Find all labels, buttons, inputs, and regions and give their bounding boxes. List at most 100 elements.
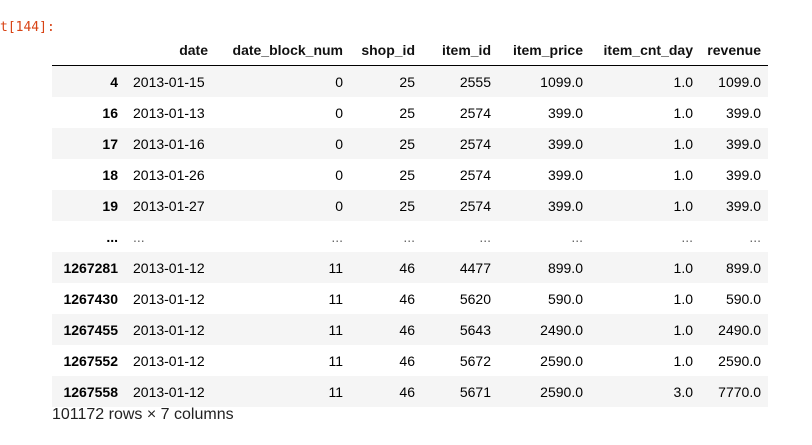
cell-item-id: 5672: [459, 352, 491, 369]
cell-item-id: 2574: [459, 135, 491, 152]
cell-item-price: 2590.0: [540, 383, 583, 400]
cell-date: 2013-01-12: [133, 259, 205, 276]
column-header-item-id: item_id: [422, 34, 498, 66]
cell-item-price: 2490.0: [540, 321, 583, 338]
cell-shop-id: 46: [399, 259, 415, 276]
row-index: 1267558: [63, 383, 118, 400]
cell-shop-id: ...: [403, 228, 415, 245]
row-index: 1267430: [63, 290, 118, 307]
table-row: 1267430 2013-01-12 11 46 5620 590.0 1.0 590.0: [52, 283, 768, 314]
cell-date-block-num: 11: [328, 259, 343, 276]
cell-shop-id: 25: [399, 104, 415, 121]
cell-item-price: ...: [571, 228, 583, 245]
cell-revenue: 2490.0: [718, 321, 761, 338]
table-row: 19 2013-01-27 0 25 2574 399.0 1.0 399.0: [52, 190, 768, 221]
cell-date: 2013-01-15: [133, 73, 205, 90]
cell-shop-id: 25: [399, 135, 415, 152]
column-header-date: date: [125, 34, 215, 66]
cell-output-area: date date_block_num shop_id item_id item…: [52, 34, 768, 407]
row-index: 19: [102, 197, 118, 214]
cell-date-block-num: 0: [335, 135, 343, 152]
cell-date: 2013-01-16: [133, 135, 205, 152]
table-row: 1267281 2013-01-12 11 46 4477 899.0 1.0 899.0: [52, 252, 768, 283]
cell-item-cnt-day: 1.0: [673, 259, 693, 276]
cell-item-price: 590.0: [547, 290, 583, 307]
row-index: 1267455: [63, 321, 118, 338]
table-row: 16 2013-01-13 0 25 2574 399.0 1.0 399.0: [52, 97, 768, 128]
cell-item-id: 4477: [459, 259, 491, 276]
cell-date: 2013-01-12: [133, 290, 205, 307]
cell-revenue: 399.0: [725, 197, 761, 214]
cell-item-cnt-day: 1.0: [673, 352, 693, 369]
column-header-item-price: item_price: [498, 34, 590, 66]
table-row: 17 2013-01-16 0 25 2574 399.0 1.0 399.0: [52, 128, 768, 159]
cell-item-cnt-day: 1.0: [673, 73, 693, 90]
column-header-item-cnt-day: item_cnt_day: [590, 34, 700, 66]
cell-output-prompt: t[144]:: [0, 20, 55, 35]
cell-item-id: 2574: [459, 197, 491, 214]
cell-shop-id: 25: [399, 73, 415, 90]
index-header: [52, 34, 125, 66]
cell-item-id: 2574: [459, 104, 491, 121]
cell-item-id: 2555: [459, 73, 491, 90]
cell-revenue: 590.0: [725, 290, 761, 307]
column-header-revenue: revenue: [700, 34, 768, 66]
cell-item-cnt-day: ...: [681, 228, 693, 245]
cell-item-price: 2590.0: [540, 352, 583, 369]
cell-shop-id: 25: [399, 166, 415, 183]
column-header-shop-id: shop_id: [350, 34, 422, 66]
dataframe-table: date date_block_num shop_id item_id item…: [52, 34, 768, 407]
cell-item-price: 1099.0: [540, 73, 583, 90]
cell-item-cnt-day: 1.0: [673, 290, 693, 307]
cell-date: 2013-01-12: [133, 383, 205, 400]
cell-date-block-num: 11: [328, 352, 343, 369]
cell-shop-id: 25: [399, 197, 415, 214]
cell-date-block-num: 0: [335, 197, 343, 214]
row-index: 17: [102, 135, 118, 152]
cell-date: 2013-01-26: [133, 166, 205, 183]
cell-item-cnt-day: 1.0: [673, 104, 693, 121]
cell-item-cnt-day: 1.0: [673, 135, 693, 152]
cell-revenue: ...: [749, 228, 761, 245]
cell-item-cnt-day: 3.0: [673, 383, 693, 400]
table-row: 1267558 2013-01-12 11 46 5671 2590.0 3.0 7770.0: [52, 376, 768, 407]
cell-item-id: 5620: [459, 290, 491, 307]
cell-revenue: 899.0: [725, 259, 761, 276]
cell-item-id: 5671: [459, 383, 491, 400]
row-index: 1267552: [63, 352, 118, 369]
cell-revenue: 399.0: [725, 135, 761, 152]
table-row: 1267455 2013-01-12 11 46 5643 2490.0 1.0 2490.0: [52, 314, 768, 345]
cell-date: 2013-01-13: [133, 104, 205, 121]
cell-revenue: 7770.0: [718, 383, 761, 400]
cell-date: 2013-01-27: [133, 197, 205, 214]
cell-date: 2013-01-12: [133, 352, 205, 369]
cell-item-cnt-day: 1.0: [673, 197, 693, 214]
row-index: ...: [106, 228, 118, 245]
cell-date-block-num: ...: [331, 228, 343, 245]
cell-date: ...: [133, 228, 145, 245]
dataframe-shape-text: 101172 rows × 7 columns: [52, 406, 234, 423]
cell-shop-id: 46: [399, 321, 415, 338]
cell-item-cnt-day: 1.0: [673, 321, 693, 338]
cell-shop-id: 46: [399, 290, 415, 307]
cell-shop-id: 46: [399, 352, 415, 369]
table-row: 1267552 2013-01-12 11 46 5672 2590.0 1.0 2590.0: [52, 345, 768, 376]
row-index: 16: [102, 104, 118, 121]
cell-item-price: 399.0: [547, 135, 583, 152]
cell-shop-id: 46: [399, 383, 415, 400]
table-row: 4 2013-01-15 0 25 2555 1099.0 1.0 1099.0: [52, 65, 768, 97]
cell-date: 2013-01-12: [133, 321, 205, 338]
cell-revenue: 1099.0: [718, 73, 761, 90]
row-index: 4: [110, 73, 118, 90]
table-body: 4 2013-01-15 0 25 2555 1099.0 1.0 1099.0 16 2013-…: [52, 65, 768, 407]
cell-date-block-num: 11: [328, 383, 343, 400]
column-header-date-block-num: date_block_num: [215, 34, 350, 66]
cell-date-block-num: 0: [335, 166, 343, 183]
cell-date-block-num: 0: [335, 104, 343, 121]
cell-revenue: 2590.0: [718, 352, 761, 369]
cell-revenue: 399.0: [725, 104, 761, 121]
cell-date-block-num: 11: [328, 321, 343, 338]
table-row-ellipsis: ........................: [52, 221, 768, 252]
cell-item-price: 399.0: [547, 166, 583, 183]
cell-date-block-num: 11: [328, 290, 343, 307]
